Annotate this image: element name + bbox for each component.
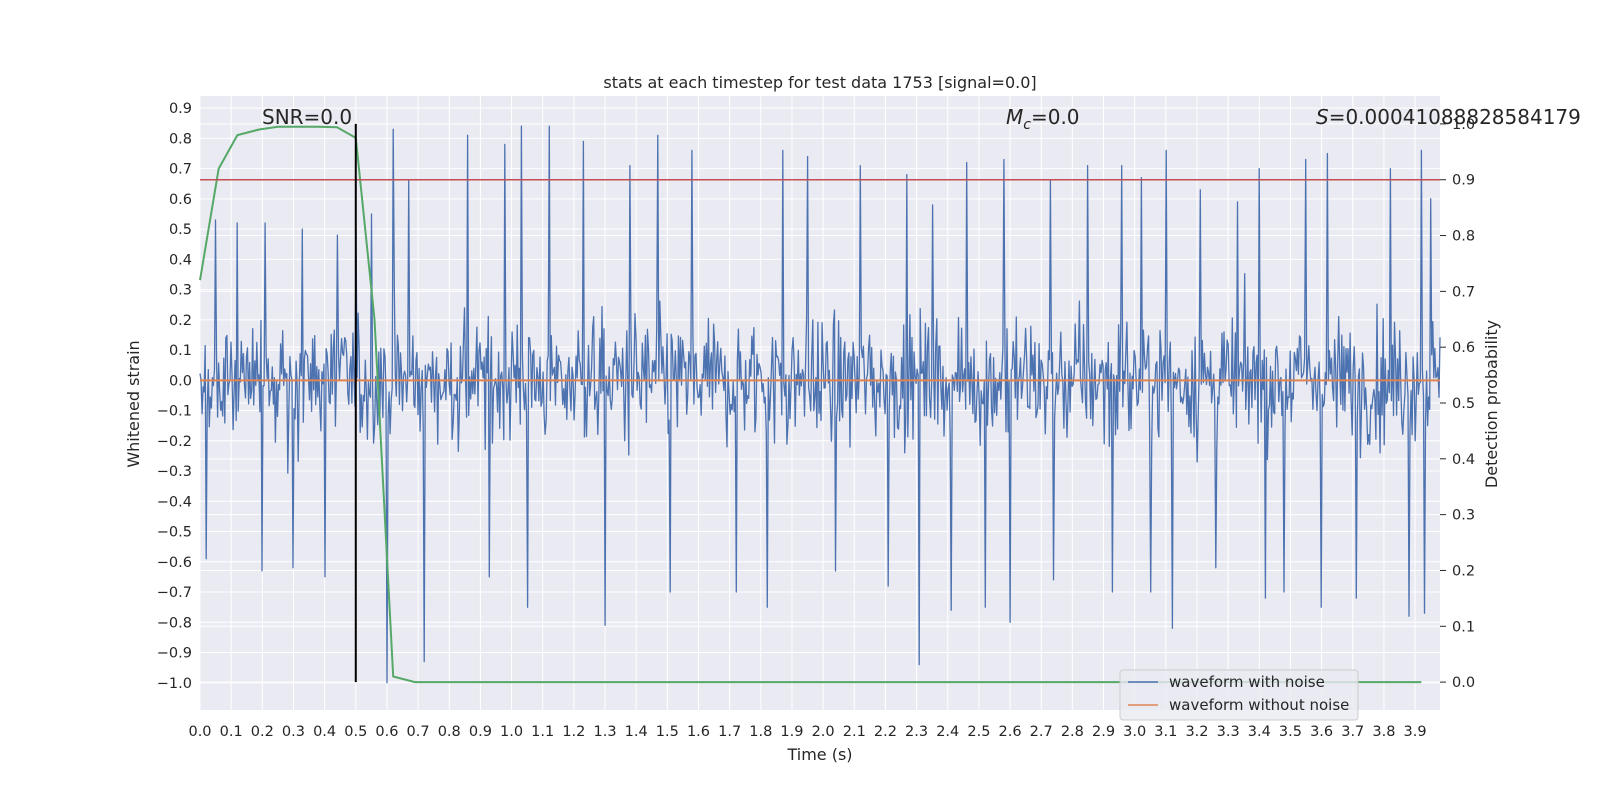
y2-tick-label: 0.4 (1452, 452, 1475, 468)
y2-tick-label: 1.0 (1452, 117, 1475, 133)
y-tick-label: −0.1 (157, 404, 192, 420)
x-tick-label: 1.9 (780, 724, 803, 740)
waveform-with-noise-line (199, 125, 1441, 684)
x-tick-label: 0.4 (313, 724, 336, 740)
legend-box (1119, 669, 1359, 721)
x-tick-label: 0.5 (344, 724, 367, 740)
y-tick-label: −0.9 (157, 646, 192, 662)
stat-value: =0.00041088828584179 (1329, 105, 1581, 129)
y-tick-label: −0.5 (157, 525, 192, 541)
x-tick-label: 0.0 (188, 724, 211, 740)
chart-title: stats at each timestep for test data 175… (603, 73, 1036, 92)
chirp-mass-symbol: M (1006, 105, 1023, 129)
y-axis-label: Whitened strain (124, 340, 143, 467)
x-tick-label: 0.3 (282, 724, 305, 740)
y-tick-label: 0.4 (169, 252, 192, 268)
legend-label-clean: waveform without noise (1169, 696, 1349, 714)
x-tick-label: 3.4 (1248, 724, 1271, 740)
y-tick-label: −1.0 (157, 676, 192, 692)
x-tick-label: 2.7 (1030, 724, 1053, 740)
y2-tick-label: 0.9 (1452, 173, 1475, 189)
y-tick-label: 0.0 (169, 373, 192, 389)
legend: waveform with noise waveform without noi… (1119, 669, 1359, 721)
reference-lines (200, 123, 1440, 683)
chirp-mass-annotation: Mc=0.0 (1006, 105, 1080, 133)
y2-tick-label: 0.1 (1452, 619, 1475, 635)
y2-tick-label: 0.5 (1452, 396, 1475, 412)
x-tick-label: 1.8 (749, 724, 772, 740)
x-tick-label: 1.7 (718, 724, 741, 740)
x-tick-label: 0.6 (375, 724, 398, 740)
x-tick-label: 1.5 (656, 724, 679, 740)
x-tick-label: 0.9 (469, 724, 492, 740)
x-tick-label: 3.7 (1341, 724, 1364, 740)
x-tick-label: 2.8 (1061, 724, 1084, 740)
x-tick-label: 0.1 (220, 724, 243, 740)
x-tick-label: 1.0 (500, 724, 523, 740)
y-tick-label: 0.2 (169, 313, 192, 329)
y-tick-label: −0.8 (157, 615, 192, 631)
y-tick-label: −0.3 (157, 464, 192, 480)
x-tick-label: 3.9 (1404, 724, 1427, 740)
snr-stat-annotation: S=0.00041088828584179 (1316, 105, 1581, 129)
y2-axis-ticks: 1.0 0.9 0.8 0.7 0.6 0.5 0.4 0.3 0.2 0.1 0.0 (1440, 117, 1475, 691)
x-tick-label: 0.2 (251, 724, 274, 740)
x-tick-label: 2.9 (1092, 724, 1115, 740)
y2-tick-label: 0.3 (1452, 508, 1475, 524)
y-tick-label: −0.7 (157, 585, 192, 601)
x-tick-label: 2.6 (999, 724, 1022, 740)
stat-symbol: S (1316, 105, 1329, 129)
y2-tick-label: 0.2 (1452, 563, 1475, 579)
y-tick-label: −0.6 (157, 555, 192, 571)
x-tick-label: 3.0 (1123, 724, 1146, 740)
y2-tick-label: 0.7 (1452, 284, 1475, 300)
y-tick-label: 0.1 (169, 343, 192, 359)
series-waveform-with-noise (199, 125, 1441, 684)
x-tick-label: 1.2 (562, 724, 585, 740)
x-tick-label: 3.6 (1310, 724, 1333, 740)
y-tick-label: 0.3 (169, 283, 192, 299)
x-tick-label: 3.5 (1279, 724, 1302, 740)
chirp-mass-value: =0.0 (1031, 105, 1080, 129)
chirp-mass-subscript: c (1023, 117, 1031, 133)
x-tick-label: 2.0 (812, 724, 835, 740)
x-tick-label: 1.3 (593, 724, 616, 740)
y-tick-label: −0.4 (157, 494, 192, 510)
x-tick-label: 0.7 (407, 724, 430, 740)
y-tick-label: 0.8 (169, 131, 192, 147)
x-tick-label: 2.2 (874, 724, 897, 740)
y-tick-label: 0.6 (169, 192, 192, 208)
y-tick-label: 0.7 (169, 162, 192, 178)
x-tick-label: 3.2 (1185, 724, 1208, 740)
y2-tick-label: 0.8 (1452, 229, 1475, 245)
y2-tick-label: 0.6 (1452, 340, 1475, 356)
y2-tick-label: 0.0 (1452, 675, 1475, 691)
x-axis-label: Time (s) (786, 745, 852, 764)
legend-label-noise: waveform with noise (1169, 673, 1325, 691)
x-tick-label: 0.8 (438, 724, 461, 740)
x-tick-label: 2.3 (905, 724, 928, 740)
x-tick-label: 3.1 (1154, 724, 1177, 740)
x-tick-label: 1.4 (625, 724, 648, 740)
y-axis-ticks: 0.9 0.8 0.7 0.6 0.5 0.4 0.3 0.2 0.1 0.0 −0.1 −0.2 −0… (157, 101, 192, 692)
y-tick-label: −0.2 (157, 434, 192, 450)
x-tick-label: 2.4 (936, 724, 959, 740)
x-tick-label: 2.1 (843, 724, 866, 740)
x-tick-label: 2.5 (967, 724, 990, 740)
x-tick-label: 3.3 (1217, 724, 1240, 740)
x-axis-ticks: 0.0 0.1 0.2 0.3 0.4 0.5 0.6 0.7 0.8 0.9 1.0 1.1 1.2 1… (188, 724, 1426, 740)
y-tick-label: 0.9 (169, 101, 192, 117)
snr-annotation: SNR=0.0 (262, 105, 352, 129)
x-tick-label: 1.6 (687, 724, 710, 740)
x-tick-label: 1.1 (531, 724, 554, 740)
x-tick-label: 3.8 (1372, 724, 1395, 740)
y-tick-label: 0.5 (169, 222, 192, 238)
y2-axis-label: Detection probability (1482, 320, 1501, 488)
